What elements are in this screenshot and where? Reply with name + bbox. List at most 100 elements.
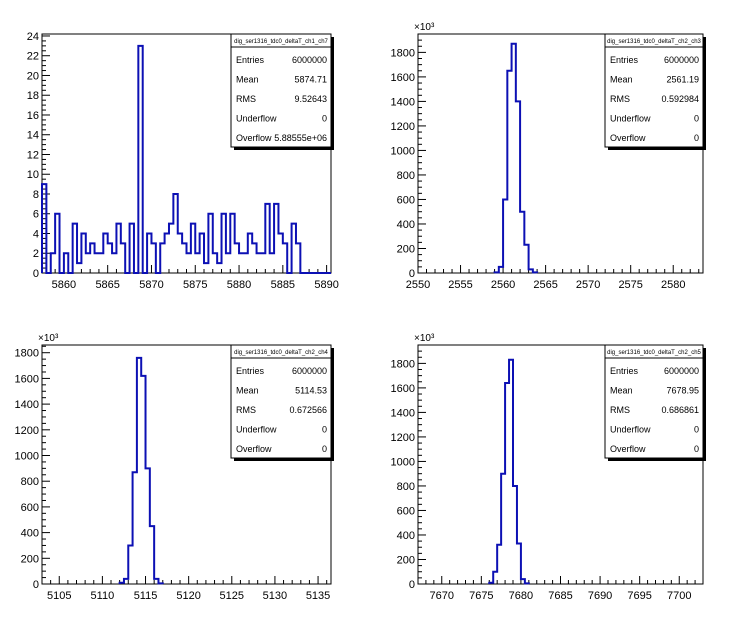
y-tick-label: 22	[27, 51, 39, 63]
histogram-bin	[270, 253, 274, 273]
x-tick-label: 7700	[667, 590, 691, 602]
stats-box-shadow	[331, 37, 334, 150]
stats-title: dig_ser1316_tdc0_deltaT_ch1_ch7	[234, 39, 328, 45]
x-tick-label: 5870	[139, 279, 163, 291]
histogram-line	[41, 44, 331, 274]
y-tick-label: 800	[397, 481, 415, 493]
plot-frame	[41, 344, 332, 585]
stats-label: Mean	[610, 75, 633, 85]
x-tick-label: 7685	[548, 590, 572, 602]
histogram-pad-2: 2550 2555 2560 2565 2570 2575 2580 0 200 400 600 80…	[391, 22, 706, 291]
y-tick-label: 4	[33, 228, 39, 240]
stats-value: 6000000	[664, 55, 699, 65]
x-tick-label: 5135	[306, 590, 330, 602]
y-tick-label: 0	[409, 579, 415, 591]
stats-value: 6000000	[292, 366, 327, 376]
stats-label: Overflow	[610, 133, 646, 143]
y-tick-label: 1000	[15, 451, 39, 463]
stats-label: RMS	[610, 94, 630, 104]
stats-value: 2561.19	[666, 75, 699, 85]
stats-value: 0	[694, 133, 699, 143]
y-tick-label: 400	[21, 528, 39, 540]
stats-box	[604, 344, 704, 459]
y-tick-label: 8	[33, 189, 39, 201]
stats-box-shadow	[234, 458, 334, 461]
stats-label: Entries	[610, 55, 639, 65]
y-tick-label: 12	[27, 149, 39, 161]
histogram-bin	[204, 263, 208, 273]
y-tick-label: 200	[397, 554, 415, 566]
y-tick-label: 1000	[391, 145, 415, 157]
histogram-bin	[243, 253, 247, 273]
y-tick-label: 0	[33, 268, 39, 280]
stats-box-shadow	[703, 348, 706, 461]
y-tick-label: 200	[397, 243, 415, 255]
y-tick-label: 0	[409, 268, 415, 280]
stats-label: Overflow	[236, 133, 272, 143]
y-scale-label: ×10³	[414, 333, 435, 344]
y-tick-label: 18	[27, 90, 39, 102]
stats-label: Underflow	[236, 114, 277, 124]
x-tick-label: 5130	[263, 590, 287, 602]
x-tick-label: 7675	[469, 590, 493, 602]
x-tick-label: 5120	[176, 590, 200, 602]
stats-box	[230, 344, 332, 459]
x-tick-label: 2550	[406, 279, 430, 291]
stats-value: 5874.71	[294, 75, 327, 85]
stats-value: 0.686861	[661, 405, 699, 415]
stats-value: 0	[322, 114, 327, 124]
stats-value: 6000000	[664, 366, 699, 376]
x-tick-label: 2565	[533, 279, 557, 291]
histogram-bin	[226, 253, 230, 273]
stats-label: Mean	[236, 386, 259, 396]
y-tick-label: 0	[33, 579, 39, 591]
stats-box-shadow	[608, 147, 706, 150]
x-tick-label: 5865	[95, 279, 119, 291]
y-tick-label: 1400	[15, 399, 39, 411]
histogram-bin	[217, 263, 221, 273]
y-tick-label: 1600	[391, 72, 415, 84]
x-tick-label: 5110	[91, 590, 115, 602]
stats-value: 0	[322, 444, 327, 454]
x-tick-label: 5885	[271, 279, 295, 291]
histogram-pad-3: 5105 5110 5115 5120 5125 5130 5135 0 200 400 600 80…	[15, 333, 334, 602]
stats-value: 5114.53	[295, 386, 327, 396]
stats-title: dig_ser1316_tdc0_deltaT_ch2_ch4	[234, 350, 328, 356]
y-tick-label: 1000	[391, 456, 415, 468]
stats-value: 0	[694, 444, 699, 454]
stats-value: 7678.95	[666, 386, 699, 396]
stats-value: 0	[694, 425, 699, 435]
y-tick-label: 1400	[391, 96, 415, 108]
stats-value: 6000000	[292, 55, 327, 65]
stats-box	[230, 33, 332, 148]
x-tick-label: 2560	[491, 279, 515, 291]
histogram-bin	[239, 253, 243, 273]
stats-label: Underflow	[610, 114, 651, 124]
y-scale-label: ×10³	[414, 22, 435, 33]
stats-label: Mean	[610, 386, 633, 396]
stats-box	[604, 33, 704, 148]
stats-label: Underflow	[610, 425, 651, 435]
y-tick-label: 24	[27, 31, 39, 43]
histogram-bin	[86, 253, 90, 273]
y-tick-label: 800	[21, 476, 39, 488]
y-tick-label: 400	[397, 530, 415, 542]
x-tick-label: 5880	[227, 279, 251, 291]
histogram-bin	[195, 253, 199, 273]
stats-label: Underflow	[236, 425, 277, 435]
stats-title: dig_ser1316_tdc0_deltaT_ch2_ch5	[607, 350, 701, 356]
x-tick-label: 5875	[183, 279, 207, 291]
histogram-pad-4: 7670 7675 7680 7685 7690 7695 7700 0 200 400 600 80…	[391, 333, 706, 602]
y-tick-label: 400	[397, 219, 415, 231]
y-tick-label: 20	[27, 70, 39, 82]
x-tick-label: 2575	[618, 279, 642, 291]
y-tick-label: 600	[397, 505, 415, 517]
stats-title: dig_ser1316_tdc0_deltaT_ch2_ch3	[607, 39, 701, 45]
stats-label: Overflow	[610, 444, 646, 454]
stats-value: 9.52643	[294, 94, 327, 104]
y-tick-label: 1800	[391, 47, 415, 59]
histogram-bin	[112, 253, 116, 273]
stats-label: RMS	[236, 94, 256, 104]
y-tick-label: 1800	[15, 348, 39, 360]
